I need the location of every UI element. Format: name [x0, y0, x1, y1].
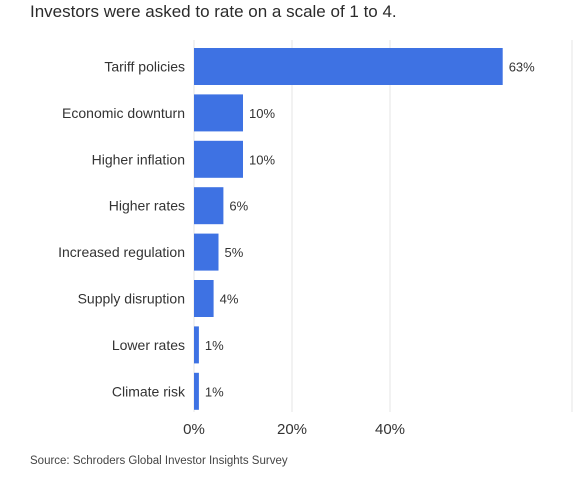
- bar: [194, 280, 214, 317]
- data-label: 1%: [205, 338, 224, 353]
- category-label: Increased regulation: [58, 244, 185, 260]
- data-label: 4%: [220, 292, 239, 307]
- source-note: Source: Schroders Global Investor Insigh…: [30, 455, 288, 467]
- bar: [194, 94, 243, 132]
- bar: [194, 140, 243, 178]
- bar: [194, 372, 199, 410]
- category-label: Lower rates: [112, 337, 185, 353]
- category-labels: Tariff policies Economic downturn Higher i…: [58, 59, 186, 400]
- category-label: Higher rates: [109, 198, 185, 214]
- data-label: 1%: [205, 384, 224, 399]
- bar: [194, 326, 199, 364]
- category-label: Tariff policies: [104, 59, 185, 75]
- category-label: Higher inflation: [92, 151, 185, 167]
- bar: [194, 48, 503, 85]
- bars: [194, 48, 503, 410]
- bar: [194, 187, 224, 225]
- bar: [194, 233, 219, 271]
- gridlines: [193, 40, 573, 412]
- data-label: 63%: [509, 60, 535, 75]
- x-tick-label: 0%: [183, 421, 205, 438]
- x-tick-label: 20%: [277, 421, 307, 438]
- chart-subtitle: Investors were asked to rate on a scale …: [30, 2, 397, 21]
- category-label: Economic downturn: [62, 105, 185, 121]
- data-label: 6%: [229, 199, 248, 214]
- category-label: Supply disruption: [78, 291, 185, 307]
- data-label: 10%: [249, 106, 275, 121]
- x-axis-ticks: 0% 20% 40%: [183, 421, 405, 438]
- data-label: 10%: [249, 152, 275, 167]
- category-label: Climate risk: [112, 383, 186, 399]
- data-labels: 63% 10% 10% 6% 5% 4% 1% 1%: [205, 60, 535, 400]
- x-tick-label: 40%: [375, 421, 405, 438]
- bar-chart: Tariff policies Economic downturn Higher i…: [58, 40, 573, 438]
- data-label: 5%: [225, 245, 244, 260]
